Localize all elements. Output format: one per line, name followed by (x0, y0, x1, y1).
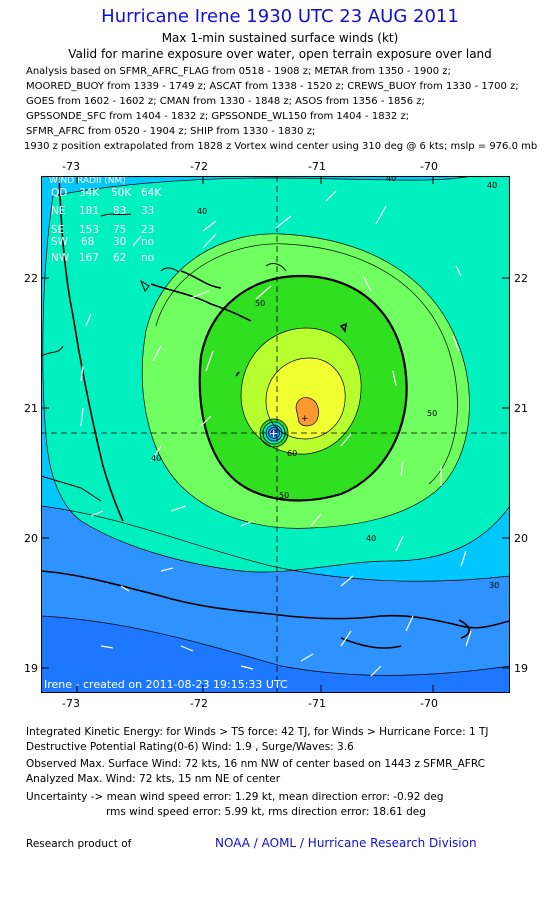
wind-vectors (80, 190, 472, 677)
contour-label: 40 (151, 454, 161, 463)
analysis-line: SFMR_AFRC from 0520 - 1904 z; SHIP from … (26, 126, 316, 137)
analyzed-max-line: Analyzed Max. Wind: 72 kts, 15 nm NE of … (26, 773, 281, 785)
contour-label: 40 (366, 534, 376, 543)
analysis-line: GPSSONDE_SFC from 1404 - 1832 z; GPSSOND… (26, 111, 410, 122)
analysis-line: GOES from 1602 - 1602 z; CMAN from 1330 … (26, 96, 425, 107)
hurricane-force-contour (198, 274, 408, 502)
contour-label: 50 (427, 409, 437, 418)
contour-label: 40 (386, 176, 396, 183)
band-70-plus (296, 397, 319, 426)
subtitle-units: Max 1-min sustained surface winds (kt) (161, 31, 399, 45)
map-footer: Irene - created on 2011-08-23 19:15:33 U… (44, 678, 288, 691)
lon-label-top: -72 (190, 160, 208, 173)
contour-label: 40 (487, 181, 497, 190)
lat-label-left: 22 (24, 272, 38, 285)
map-frame (41, 176, 510, 693)
contour-label: 40 (197, 207, 207, 216)
lon-label-bottom: -72 (190, 697, 208, 710)
lat-label-left: 19 (24, 662, 38, 675)
analysis-line: Analysis based on SFMR_AFRC_FLAG from 05… (26, 66, 451, 77)
contour-label: 30 (489, 581, 499, 590)
wind-radii-row: NE 181 83 33 (51, 205, 154, 217)
max-wind-marker: + (301, 414, 309, 424)
contour-label: 50 (279, 491, 289, 500)
contour-label: 60 (287, 449, 297, 458)
wind-radii-row: NW 167 62 no (51, 252, 154, 264)
wind-field-map: WIND RADII (NM) QD 34K 50K 64K NE 181 83 33 SE… (41, 176, 510, 693)
lon-label-top: -73 (62, 160, 80, 173)
tick-marks (41, 176, 510, 693)
subtitle-exposure: Valid for marine exposure over water, op… (68, 47, 492, 61)
contour-labels: 40 50 60 50 50 40 40 30 40 40 (151, 176, 499, 590)
credit-org-link[interactable]: NOAA / AOML / Hurricane Research Divisio… (215, 836, 477, 850)
wind-radii-header: QD 34K 50K 64K (51, 187, 162, 199)
lon-label-top: -70 (420, 160, 438, 173)
wind-radii-row: SW 68 30 no (51, 236, 154, 248)
ike-line: Integrated Kinetic Energy: for Winds > T… (26, 726, 489, 738)
wind-radii-table: WIND RADII (NM) QD 34K 50K 64K NE 181 83 33 SE… (49, 176, 162, 264)
storm-center-marker: + (269, 427, 278, 440)
analysis-sources: Analysis based on SFMR_AFRC_FLAG from 05… (24, 64, 556, 154)
lat-label-right: 19 (514, 662, 528, 675)
uncertainty-line-2: rms wind speed error: 5.99 kt, rms direc… (106, 806, 426, 818)
lon-label-bottom: -70 (420, 697, 438, 710)
lat-label-left: 21 (24, 402, 38, 415)
observed-max-line: Observed Max. Surface Wind: 72 kts, 16 n… (26, 758, 485, 770)
dpr-line: Destructive Potential Rating(0-6) Wind: … (26, 741, 354, 753)
page-title: Hurricane Irene 1930 UTC 23 AUG 2011 (101, 6, 459, 27)
contour-lines (41, 176, 510, 676)
center-crosshair (41, 176, 510, 693)
lat-label-right: 20 (514, 532, 528, 545)
uncertainty-line-1: Uncertainty -> mean wind speed error: 1.… (26, 791, 444, 803)
wind-radii-row: SE 153 75 23 (51, 224, 154, 236)
lon-label-top: -71 (308, 160, 326, 173)
lat-label-right: 22 (514, 272, 528, 285)
wind-radii-title: WIND RADII (NM) (49, 176, 126, 186)
lat-label-left: 20 (24, 532, 38, 545)
extrapolation-note: 1930 z position extrapolated from 1828 z… (24, 141, 538, 152)
island-outlines (41, 213, 287, 502)
lat-label-right: 21 (514, 402, 528, 415)
credit-label: Research product of (26, 838, 132, 850)
contour-label: 50 (255, 299, 265, 308)
lon-label-bottom: -73 (62, 697, 80, 710)
band-lt20 (41, 616, 510, 693)
analysis-line: MOORED_BUOY from 1339 - 1749 z; ASCAT fr… (26, 81, 519, 92)
coastlines (41, 176, 510, 649)
lon-label-bottom: -71 (308, 697, 326, 710)
